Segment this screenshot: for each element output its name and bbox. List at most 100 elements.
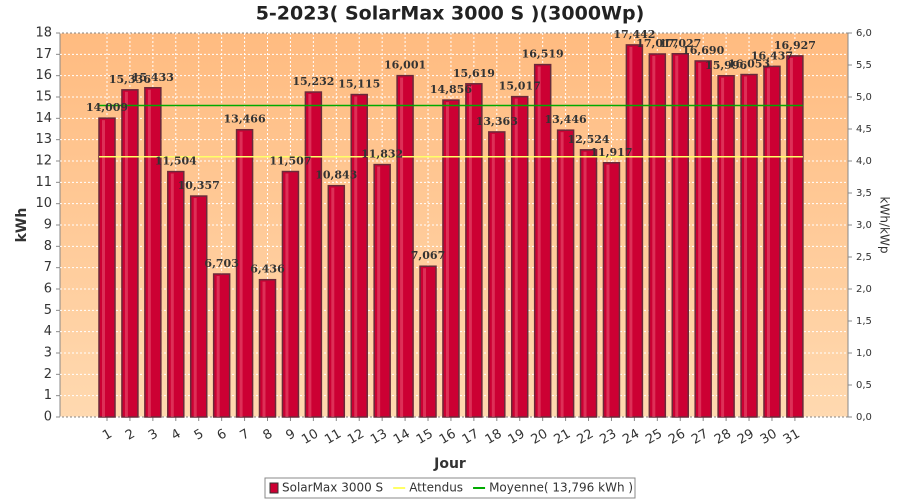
y-tick-label: 0 — [44, 410, 52, 425]
bar — [189, 195, 208, 418]
y2-tick-label: 0,5 — [856, 380, 872, 391]
legend-swatch — [269, 482, 279, 494]
x-tick-label: 29 — [735, 427, 757, 448]
y-tick-label: 9 — [44, 218, 52, 233]
bar — [488, 131, 506, 418]
bar — [465, 83, 483, 418]
x-tick-label: 20 — [529, 427, 551, 448]
x-tick-label: 18 — [483, 427, 505, 448]
bar-highlight — [766, 68, 770, 418]
bar-highlight — [124, 91, 128, 417]
y2-tick-label: 4,0 — [856, 156, 872, 167]
y2-axis-label: kWh/kWp — [878, 197, 892, 254]
bar-highlight — [239, 131, 243, 417]
y-tick-label: 3 — [44, 346, 52, 361]
value-label: 10,843 — [315, 169, 357, 182]
y2-tick-label: 5,5 — [856, 60, 872, 71]
x-tick-label: 9 — [284, 427, 299, 444]
value-label: 14,009 — [86, 101, 128, 114]
y-tick-label: 15 — [35, 90, 52, 105]
value-label: 16,053 — [728, 58, 770, 71]
value-label: 17,017 — [636, 37, 678, 50]
value-label: 15,336 — [109, 73, 151, 86]
x-tick-label: 15 — [414, 427, 436, 448]
bar-highlight — [675, 55, 679, 418]
value-label: 17,027 — [659, 37, 701, 50]
bar-highlight — [147, 89, 151, 417]
legend-label: Moyenne( 13,796 kWh ) — [489, 481, 633, 495]
x-tick-label: 22 — [574, 427, 596, 448]
y2-tick-label: 3,5 — [856, 188, 872, 199]
legend-label: Attendus — [409, 481, 463, 495]
x-tick-label: 26 — [666, 427, 688, 448]
x-tick-label: 21 — [552, 427, 574, 448]
x-tick-label: 25 — [643, 427, 665, 448]
value-label: 6,436 — [250, 263, 285, 276]
value-label: 16,437 — [751, 49, 793, 62]
bar-highlight — [583, 151, 587, 417]
y2-tick-label: 1,0 — [856, 348, 872, 359]
value-label: 13,466 — [224, 113, 266, 126]
y2-tick-label: 5,0 — [856, 92, 872, 103]
x-tick-label: 30 — [758, 427, 780, 448]
bar — [419, 265, 437, 418]
bar-highlight — [354, 96, 358, 418]
y-tick-label: 2 — [44, 367, 52, 382]
y2-tick-label: 1,5 — [856, 316, 872, 327]
bar — [121, 89, 139, 418]
bar-highlight — [560, 132, 564, 418]
value-label: 15,115 — [338, 78, 380, 91]
bar — [602, 162, 621, 418]
bar-highlight — [331, 187, 335, 417]
value-label: 16,927 — [774, 39, 816, 52]
value-label: 13,363 — [476, 115, 518, 128]
bar-highlight — [652, 55, 656, 417]
bar — [510, 95, 529, 418]
bar — [144, 87, 162, 418]
bar — [740, 73, 758, 418]
x-tick-label: 24 — [620, 427, 642, 448]
bar — [694, 60, 712, 418]
bar — [98, 117, 116, 418]
x-tick-label: 12 — [345, 427, 367, 448]
bar-highlight — [102, 120, 105, 418]
y2-tick-label: 4,5 — [856, 124, 872, 135]
x-tick-label: 8 — [261, 427, 276, 444]
value-label: 11,917 — [590, 146, 632, 159]
y-tick-label: 11 — [35, 175, 52, 190]
bar — [556, 129, 575, 418]
bar-highlight — [698, 62, 702, 418]
x-tick-label: 2 — [123, 427, 138, 444]
bar-highlight — [377, 166, 381, 417]
value-label: 15,232 — [292, 75, 334, 88]
bar-highlight — [423, 268, 427, 417]
bar — [763, 65, 781, 418]
x-tick-label: 17 — [460, 427, 482, 448]
x-tick-label: 7 — [238, 427, 253, 444]
value-label: 12,524 — [567, 133, 609, 146]
bar-highlight — [744, 76, 748, 417]
y-tick-label: 18 — [35, 26, 52, 41]
bar-highlight — [308, 94, 312, 418]
legend — [264, 477, 636, 499]
y-tick-label: 12 — [35, 154, 52, 169]
value-label: 16,519 — [522, 48, 564, 61]
bar — [258, 278, 277, 418]
y2-tick-label: 2,0 — [856, 284, 872, 295]
bar — [579, 149, 598, 418]
bar-highlight — [629, 46, 633, 418]
bar — [625, 44, 644, 418]
x-tick-label: 27 — [689, 427, 711, 448]
y-tick-label: 6 — [44, 282, 52, 297]
value-label: 15,619 — [453, 67, 495, 80]
bar — [396, 74, 414, 418]
bar-highlight — [216, 276, 220, 417]
y2-tick-label: 6,0 — [856, 28, 872, 39]
bar — [327, 184, 346, 418]
y2-tick-label: 2,5 — [856, 252, 872, 263]
bar-highlight — [491, 133, 495, 417]
x-tick-label: 13 — [368, 427, 390, 448]
y-tick-label: 13 — [35, 132, 52, 147]
x-tick-label: 5 — [192, 427, 207, 444]
value-label: 15,433 — [132, 71, 174, 84]
